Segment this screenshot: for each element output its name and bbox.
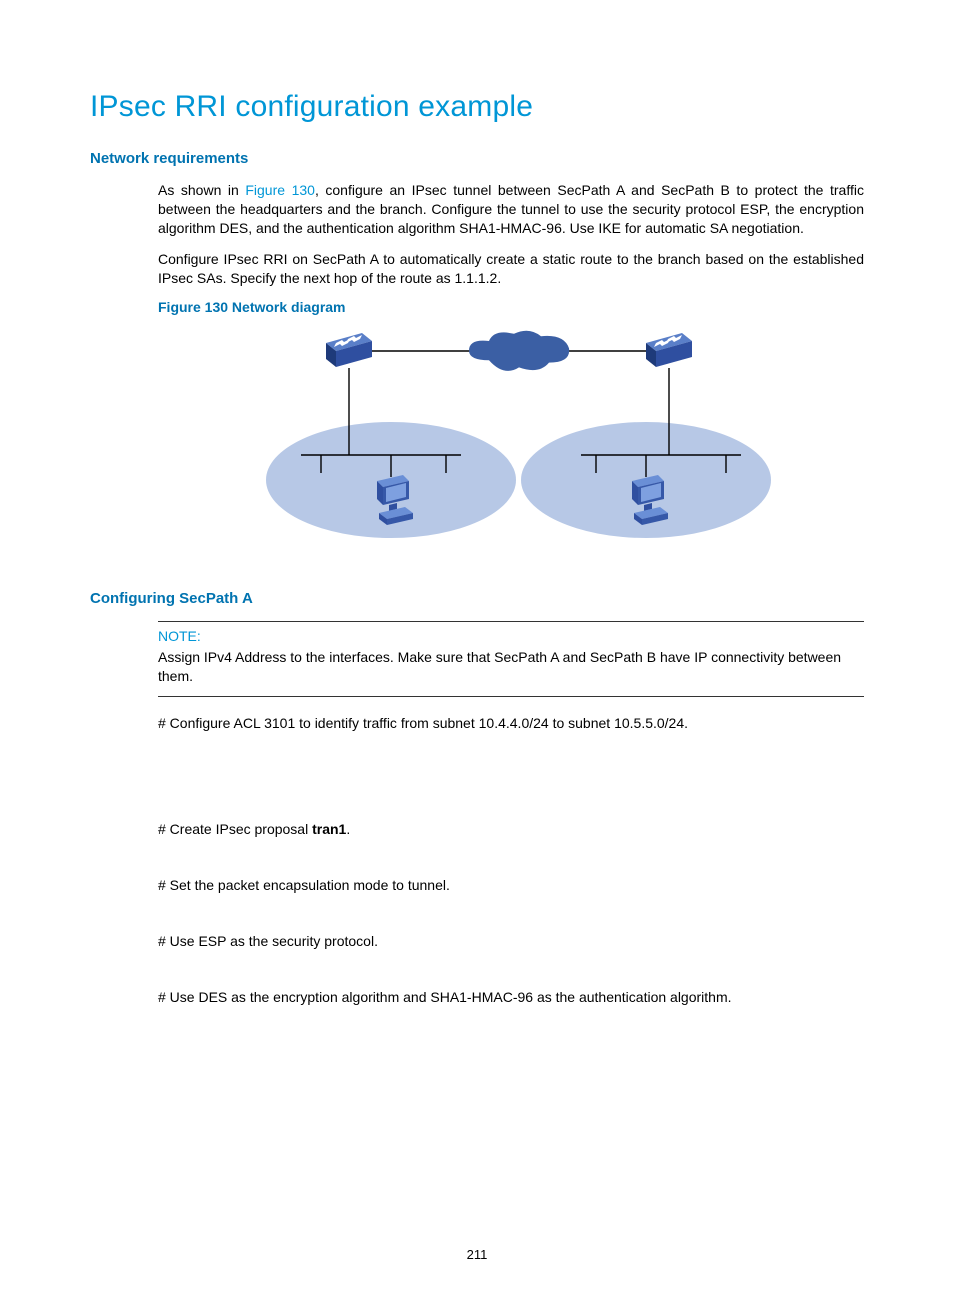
step-1: # Configure ACL 3101 to identify traffic… (158, 715, 864, 731)
page-number: 211 (0, 1247, 954, 1262)
page-title: IPsec RRI configuration example (90, 90, 864, 124)
note-text: Assign IPv4 Address to the interfaces. M… (158, 648, 864, 686)
requirements-body: As shown in Figure 130, configure an IPs… (158, 181, 864, 560)
section-heading-requirements: Network requirements (90, 150, 864, 167)
configuring-body: NOTE: Assign IPv4 Address to the interfa… (158, 621, 864, 1005)
text: . (346, 821, 350, 837)
figure-link[interactable]: Figure 130 (245, 182, 315, 198)
text: As shown in (158, 182, 245, 198)
step-3: # Set the packet encapsulation mode to t… (158, 877, 864, 893)
note-label: NOTE: (158, 628, 864, 644)
proposal-name: tran1 (312, 821, 346, 837)
step-4: # Use ESP as the security protocol. (158, 933, 864, 949)
step-5: # Use DES as the encryption algorithm an… (158, 989, 864, 1005)
note-box: NOTE: Assign IPv4 Address to the interfa… (158, 621, 864, 697)
section-heading-configuring: Configuring SecPath A (90, 590, 864, 607)
text: # Create IPsec proposal (158, 821, 312, 837)
network-diagram (231, 325, 791, 560)
req-para-1: As shown in Figure 130, configure an IPs… (158, 181, 864, 238)
figure-caption: Figure 130 Network diagram (158, 299, 864, 315)
req-para-2: Configure IPsec RRI on SecPath A to auto… (158, 250, 864, 288)
step-2: # Create IPsec proposal tran1. (158, 821, 864, 837)
